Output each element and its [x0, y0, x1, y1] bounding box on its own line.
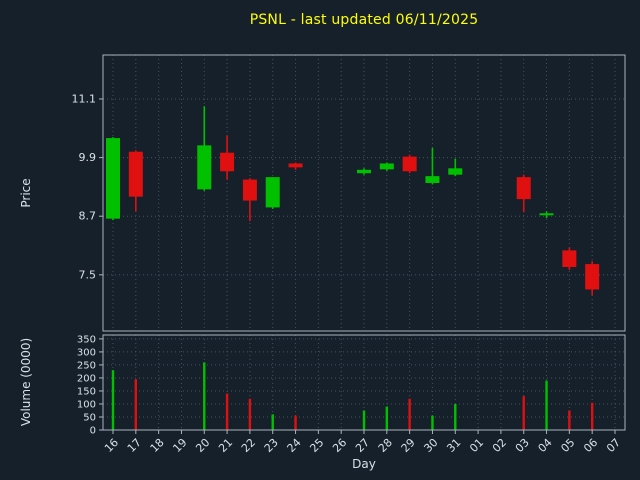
candle-body [106, 138, 120, 219]
candle-body [402, 156, 417, 172]
chart-title: PSNL - last updated 06/11/2025 [249, 12, 479, 28]
x-tick-label: 07 [604, 436, 623, 455]
x-tick-label: 04 [536, 436, 555, 455]
y-tick-label: 11.1 [72, 92, 97, 105]
candle-body [128, 151, 143, 197]
y-tick-label: 250 [77, 360, 96, 371]
x-tick-label: 26 [330, 436, 349, 455]
candle-body [220, 152, 235, 172]
y-tick-label: 9.9 [79, 151, 97, 164]
candle-body [242, 179, 257, 201]
y-tick-label: 0 [90, 426, 96, 437]
price-panel-spine [102, 54, 626, 332]
candle-body [288, 163, 303, 168]
x-tick-label: 17 [125, 436, 144, 455]
x-tick-label: 23 [262, 436, 281, 455]
x-tick-label: 29 [399, 436, 418, 455]
volume-axis-label: Volume (0000) [19, 338, 33, 426]
candle-body [448, 168, 463, 175]
x-tick-label: 18 [148, 436, 167, 455]
x-tick-label: 28 [376, 436, 395, 455]
x-tick-label: 16 [102, 436, 121, 455]
y-tick-label: 300 [77, 347, 96, 358]
x-tick-label: 02 [490, 436, 509, 455]
x-tick-label: 03 [513, 436, 532, 455]
y-tick-label: 50 [83, 412, 96, 423]
y-tick-label: 8.7 [79, 210, 97, 223]
x-tick-label: 30 [421, 436, 440, 455]
x-tick-label: 19 [170, 436, 189, 455]
x-tick-label: 25 [307, 436, 326, 455]
candle-body [562, 250, 577, 268]
x-tick-label: 22 [239, 436, 258, 455]
x-tick-label: 24 [285, 436, 304, 455]
data-layer [106, 106, 600, 430]
x-tick-label: 01 [467, 436, 486, 455]
y-tick-label: 150 [77, 386, 96, 397]
y-tick-label: 7.5 [79, 268, 97, 281]
x-axis-label: Day [352, 457, 376, 471]
candle-body [425, 176, 440, 183]
candle-body [379, 163, 394, 170]
x-tick-label: 31 [444, 436, 463, 455]
candle-body [539, 213, 554, 216]
y-tick-label: 350 [77, 334, 96, 345]
candle-body [585, 264, 600, 290]
price-axis-label: Price [19, 178, 33, 207]
x-tick-label: 05 [558, 436, 577, 455]
candle-body [357, 169, 371, 174]
y-tick-label: 100 [77, 399, 96, 410]
y-tick-label: 200 [77, 373, 96, 384]
x-tick-label: 27 [353, 436, 372, 455]
grid-layer [103, 55, 625, 431]
axis-layer: 11.1 9.9 8.7 7.5 350 300 250 200 150 100 50 0 16 17 18… [72, 54, 626, 455]
x-tick-label: 20 [193, 436, 212, 455]
x-tick-label: 21 [216, 436, 235, 455]
candle-body [516, 177, 531, 200]
candle-body [197, 145, 212, 190]
x-tick-label: 06 [581, 436, 600, 455]
candle-body [265, 177, 280, 208]
